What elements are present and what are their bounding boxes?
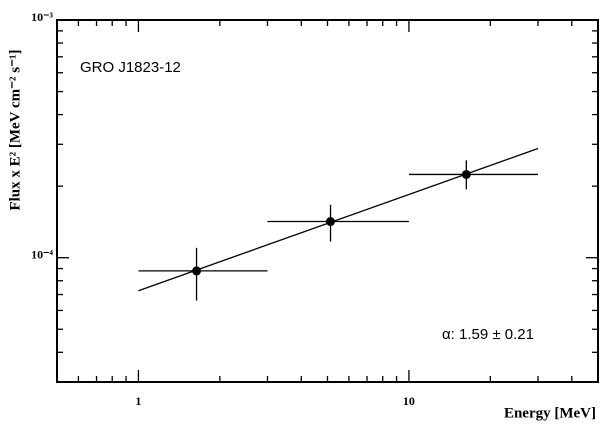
y-axis-label: Flux x E² [MeV cm⁻² s⁻¹] <box>7 49 23 210</box>
y-tick-label: 10⁻³ <box>31 10 53 24</box>
annotation: GRO J1823-12 <box>80 59 181 76</box>
data-point <box>326 217 336 227</box>
x-tick-label: 10 <box>403 394 415 408</box>
y-tick-label: 10⁻⁴ <box>31 247 53 261</box>
annotation: α: 1.59 ± 0.21 <box>442 326 534 343</box>
data-point <box>192 266 202 276</box>
x-tick-label: 1 <box>135 394 141 408</box>
data-point <box>461 169 471 179</box>
x-axis-label: Energy [MeV] <box>504 405 596 421</box>
fit-line <box>138 147 539 292</box>
